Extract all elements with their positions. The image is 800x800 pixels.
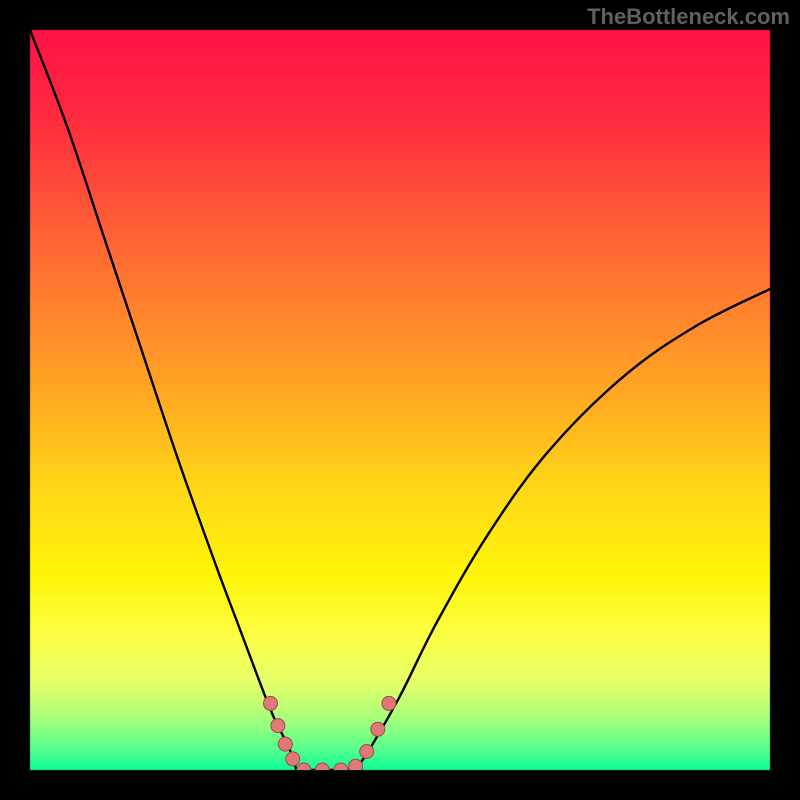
bottleneck-curve [30,30,770,770]
data-marker [360,745,374,759]
data-marker [349,759,363,770]
marker-group [264,696,396,770]
plot-svg [30,30,770,770]
data-marker [264,696,278,710]
data-marker [334,763,348,770]
data-marker [286,752,300,766]
data-marker [371,722,385,736]
data-marker [382,696,396,710]
chart-container: TheBottleneck.com [0,0,800,800]
data-marker [271,719,285,733]
data-marker [278,737,292,751]
watermark-text: TheBottleneck.com [587,4,790,30]
data-marker [297,763,311,770]
data-marker [315,763,329,770]
